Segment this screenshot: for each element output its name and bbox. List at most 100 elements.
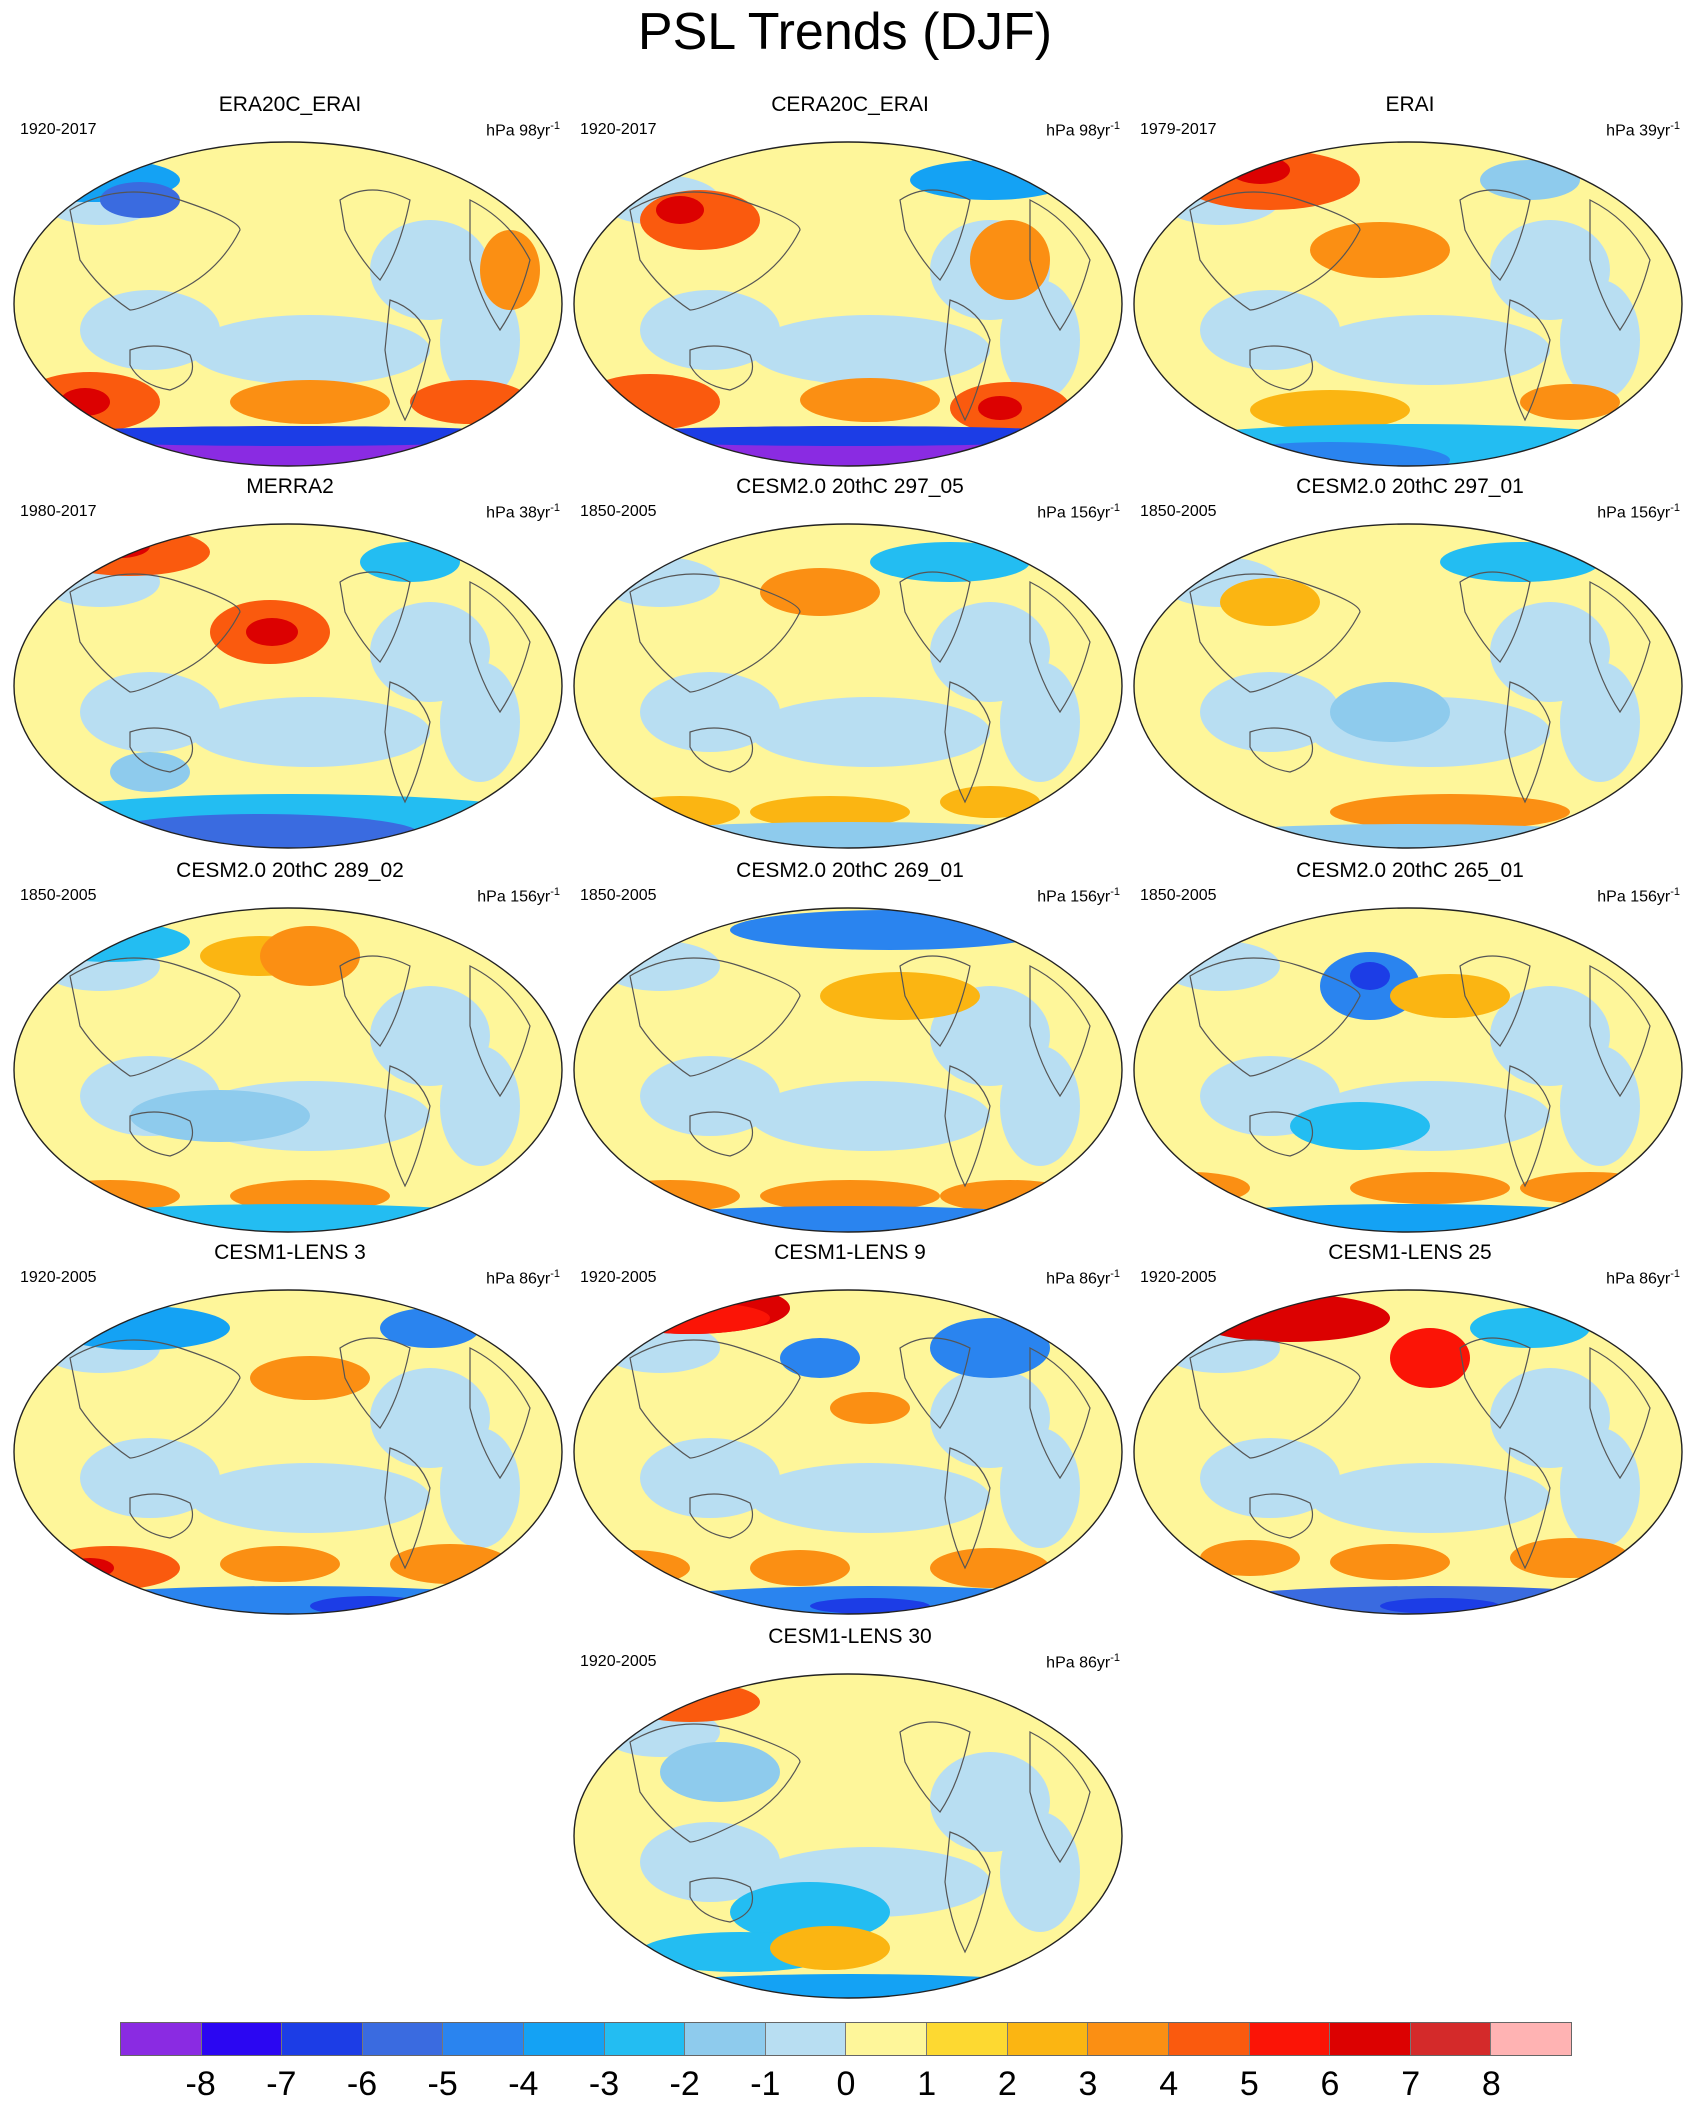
trend-contour: [640, 1822, 780, 1902]
coastline: [944, 681, 991, 804]
world-map: [13, 141, 563, 467]
trend-contour: [1560, 280, 1640, 400]
colorbar-tick-label: 1: [917, 2065, 937, 2103]
colorbar-box: [1168, 2023, 1250, 2055]
map-panel: CESM1-LENS 30 1920-2005 hPa 86yr-1: [570, 1624, 1130, 2004]
panel-title: CESM1-LENS 30: [768, 1625, 932, 1648]
panel-units: hPa 98yr-1: [1046, 120, 1120, 140]
map-panel: CESM2.0 20thC 265_01 1850-2005 hPa 156yr-1: [1130, 858, 1690, 1238]
coastline: [469, 965, 531, 1098]
trend-contour: [750, 1463, 990, 1533]
coastline: [1589, 581, 1651, 714]
map-panel: ERA20C_ERAI 1920-2017 hPa 98yr-1: [10, 92, 570, 472]
coastline: [384, 681, 431, 804]
trend-contour: [820, 972, 980, 1020]
trend-contour: [1200, 672, 1340, 752]
trend-contour: [90, 534, 150, 558]
panel-units: hPa 86yr-1: [1046, 1268, 1120, 1288]
trend-contour: [246, 618, 298, 646]
trend-contour: [1250, 390, 1410, 430]
trend-contour: [970, 220, 1050, 300]
coastline: [629, 573, 801, 693]
colorbar-box: [1330, 2023, 1411, 2055]
coastline: [129, 1111, 194, 1157]
trend-contour: [110, 752, 190, 792]
trend-contour: [440, 1046, 520, 1166]
panel-title: MERRA2: [246, 475, 334, 498]
colorbar-box: [1249, 2023, 1331, 2055]
colorbar-tick-label: 3: [1078, 2065, 1098, 2103]
trend-contour: [1350, 1172, 1510, 1204]
trend-contour: [750, 1081, 990, 1151]
panel-period: 1850-2005: [1140, 887, 1217, 904]
trend-contour: [640, 290, 780, 370]
trend-contour: [1000, 280, 1080, 400]
coastline: [1249, 345, 1314, 391]
coastline: [1189, 1339, 1361, 1459]
panel-units: hPa 156yr-1: [1597, 886, 1680, 906]
coastline: [629, 957, 801, 1077]
coastline: [689, 1877, 754, 1923]
panel-units: hPa 156yr-1: [1597, 502, 1680, 522]
panel-period: 1850-2005: [580, 887, 657, 904]
coastline: [1459, 955, 1531, 1047]
trend-contour: [190, 697, 430, 767]
trend-contour: [870, 542, 1030, 582]
panel-title: ERA20C_ERAI: [218, 93, 362, 116]
coastline: [1504, 1065, 1551, 1188]
panel-period: 1920-2005: [580, 1653, 657, 1670]
trend-contour: [940, 786, 1040, 818]
trend-contour: [610, 1974, 1090, 1998]
colorbar-tick-label: -2: [669, 2065, 700, 2103]
colorbar-box: [604, 2023, 686, 2055]
panel-period: 1920-2005: [580, 1269, 657, 1286]
colorbar-tick-label: 8: [1481, 2065, 1501, 2103]
coastline: [944, 299, 991, 422]
coastline: [129, 1493, 194, 1539]
map-border: [1133, 1289, 1683, 1615]
world-map: [573, 523, 1123, 849]
coastline: [1029, 581, 1091, 714]
panel-period: 1850-2005: [1140, 503, 1217, 520]
trend-contour: [410, 380, 530, 424]
panel-title: CESM2.0 20thC 289_02: [176, 859, 404, 882]
colorbar-box: [927, 2023, 1008, 2055]
colorbar-box: [1410, 2023, 1492, 2055]
trend-contour: [930, 1318, 1050, 1378]
trend-contour: [1170, 824, 1650, 848]
trend-contour: [640, 1056, 780, 1136]
trend-contour: [220, 1546, 340, 1582]
coastline: [339, 1337, 411, 1429]
colorbar-tick-label: -7: [266, 2065, 297, 2103]
panel-period: 1920-2005: [20, 1269, 97, 1286]
world-map: [1133, 523, 1683, 849]
trend-contour: [580, 374, 720, 430]
trend-contour: [1310, 315, 1550, 385]
coastline: [129, 345, 194, 391]
trend-contour: [600, 1180, 740, 1212]
trend-contour: [250, 1356, 370, 1400]
panel-period: 1920-2005: [1140, 1269, 1217, 1286]
trend-contour: [574, 1550, 690, 1586]
colorbar-box: [201, 2023, 283, 2055]
trend-contour: [190, 315, 430, 385]
world-map: [1133, 907, 1683, 1233]
map-border: [13, 907, 563, 1233]
map-panel: CESM2.0 20thC 297_01 1850-2005 hPa 156yr-1: [1130, 474, 1690, 854]
coastline: [689, 1111, 754, 1157]
trend-contour: [1440, 542, 1600, 582]
map-panel: MERRA2 1980-2017 hPa 38yr-1: [10, 474, 570, 854]
trend-contour: [260, 926, 360, 986]
coastline: [1589, 199, 1651, 332]
panel-period: 1920-2017: [20, 121, 97, 138]
coastline: [944, 1831, 991, 1954]
trend-contour: [1560, 1428, 1640, 1548]
trend-contour: [130, 1090, 310, 1142]
trend-contour: [1200, 1438, 1340, 1518]
trend-contour: [1330, 1544, 1450, 1580]
trend-contour: [80, 672, 220, 752]
panel-units: hPa 156yr-1: [477, 886, 560, 906]
colorbar-tick-label: -4: [508, 2065, 539, 2103]
panel-units: hPa 156yr-1: [1037, 502, 1120, 522]
panel-title: CESM1-LENS 3: [214, 1241, 366, 1264]
